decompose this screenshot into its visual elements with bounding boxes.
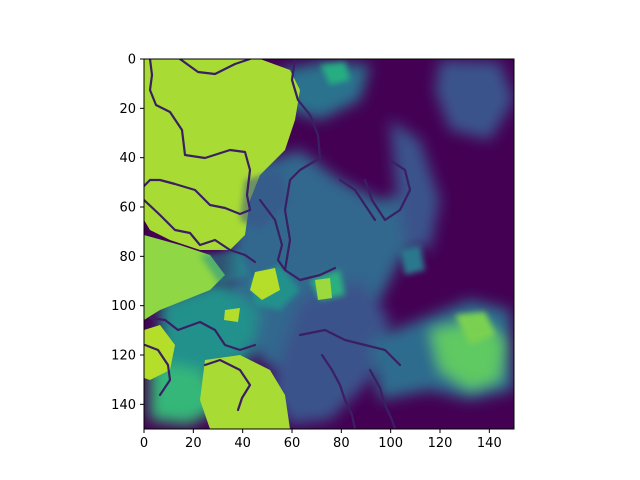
x-tick-label: 60: [284, 436, 301, 451]
x-tick-label: 20: [185, 436, 202, 451]
heatmap-image: [144, 59, 514, 429]
plot-frame: [143, 58, 515, 430]
y-tick-label: 0: [128, 53, 136, 68]
x-axis: 0 20 40 60 80 100 120 140: [140, 429, 502, 451]
y-tick-label: 40: [119, 151, 136, 166]
x-tick-label: 120: [428, 436, 453, 451]
x-tick-label: 100: [378, 436, 403, 451]
y-tick-label: 60: [119, 201, 136, 216]
x-tick-label: 40: [234, 436, 251, 451]
y-tick-label: 120: [111, 349, 136, 364]
y-tick-label: 100: [111, 299, 136, 314]
y-axis: 0 20 40 60 80 100 120 140: [111, 53, 144, 413]
x-tick-label: 80: [333, 436, 350, 451]
border-lines: [144, 59, 412, 429]
x-tick-label: 0: [140, 436, 148, 451]
y-tick-label: 140: [111, 398, 136, 413]
y-tick-label: 20: [119, 102, 136, 117]
x-tick-label: 140: [477, 436, 502, 451]
y-tick-label: 80: [119, 250, 136, 265]
